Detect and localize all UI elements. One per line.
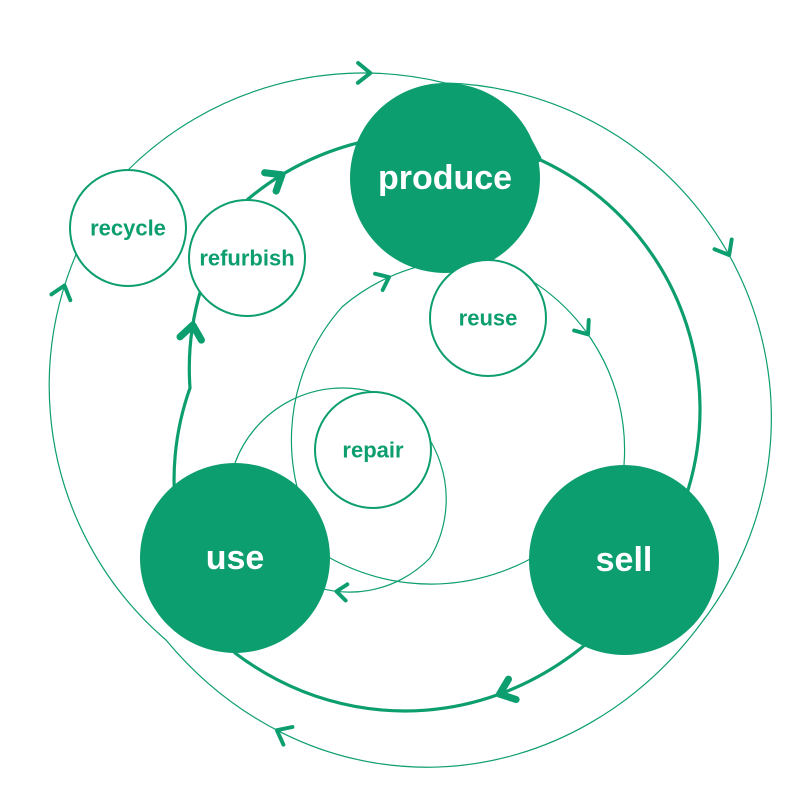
- node-repair: repair: [315, 392, 431, 508]
- node-use: use: [140, 463, 330, 653]
- node-label-repair: repair: [342, 438, 404, 463]
- nodes-layer: produce sell use repair reuse refurbish recycl…: [70, 83, 719, 655]
- node-reuse: reuse: [430, 260, 546, 376]
- node-label-recycle: recycle: [90, 216, 166, 241]
- node-label-sell: sell: [596, 541, 653, 579]
- node-label-use: use: [206, 539, 265, 577]
- node-recycle: recycle: [70, 170, 186, 286]
- circular-economy-diagram: produce sell use repair reuse refurbish recycl…: [0, 0, 800, 800]
- node-label-refurbish: refurbish: [199, 246, 294, 271]
- node-label-reuse: reuse: [459, 306, 518, 331]
- node-refurbish: refurbish: [189, 200, 305, 316]
- node-sell: sell: [529, 465, 719, 655]
- node-label-produce: produce: [378, 159, 512, 197]
- node-produce: produce: [350, 83, 540, 273]
